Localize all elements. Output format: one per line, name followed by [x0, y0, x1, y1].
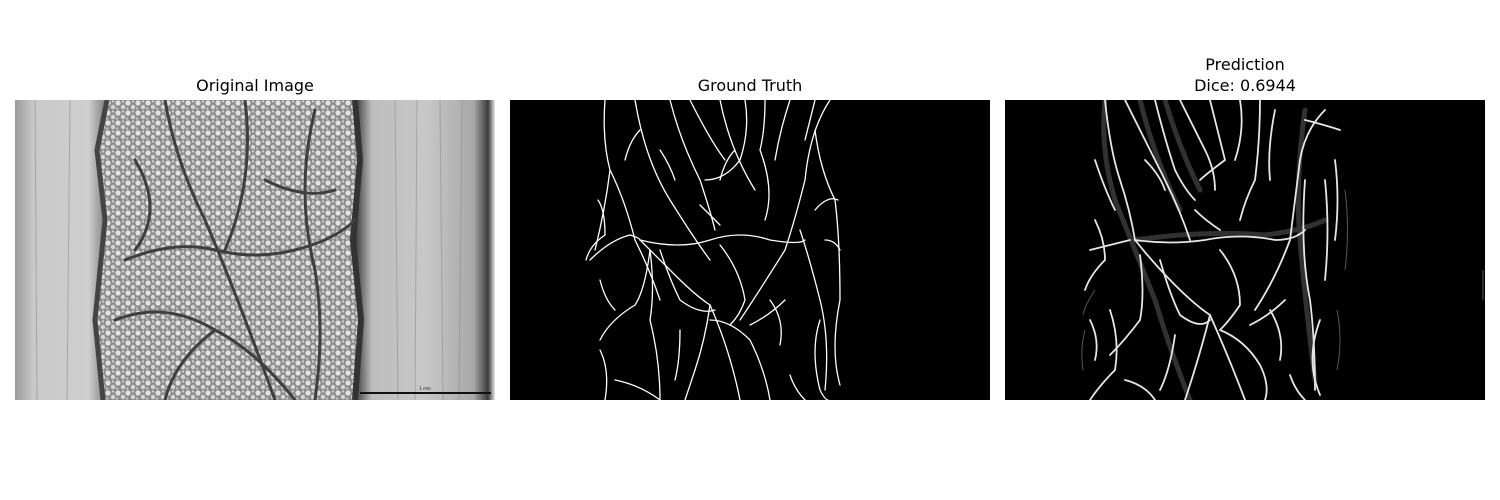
original-image-title-text: Original Image	[196, 76, 314, 95]
prediction-title-text: Prediction	[1205, 55, 1285, 74]
dice-score: Dice: 0.6944	[1194, 76, 1296, 95]
ground-truth-title-text: Ground Truth	[697, 76, 803, 95]
original-image: 1 mm	[15, 100, 495, 400]
ground-truth-mask	[510, 100, 990, 400]
prediction-graphic	[1005, 100, 1485, 400]
prediction-mask	[1005, 100, 1485, 400]
scale-bar-label: 1 mm	[419, 386, 431, 391]
ground-truth-graphic	[510, 100, 990, 400]
original-image-title: Original Image	[15, 75, 495, 96]
original-image-graphic: 1 mm	[15, 100, 495, 400]
prediction-title: Prediction Dice: 0.6944	[1005, 54, 1485, 96]
ground-truth-title: Ground Truth	[510, 75, 990, 96]
